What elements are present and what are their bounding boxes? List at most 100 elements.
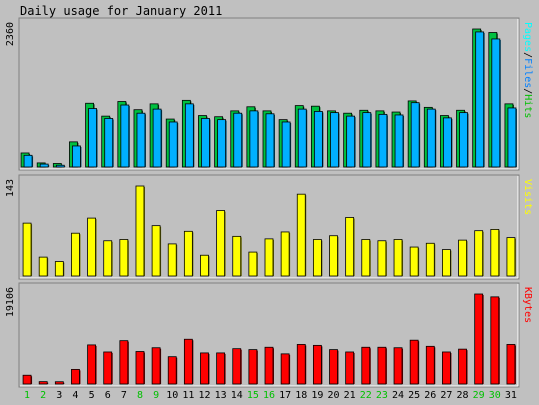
- bar: [409, 246, 419, 277]
- x-tick-label: 29: [473, 390, 485, 401]
- bar: [425, 242, 435, 277]
- bar: [474, 230, 484, 277]
- bar: [103, 240, 113, 277]
- bar: [38, 381, 48, 385]
- hits-files-pages-series-files: [23, 31, 517, 168]
- bar: [72, 145, 81, 168]
- bar: [458, 239, 467, 277]
- bar: [120, 104, 130, 168]
- bar: [55, 164, 65, 168]
- bar: [410, 102, 420, 168]
- bar: [152, 108, 162, 168]
- bar: [248, 251, 258, 277]
- x-tick-label: 13: [215, 390, 227, 401]
- bar: [506, 237, 516, 277]
- x-tick-label: 26: [424, 390, 436, 401]
- bar: [200, 352, 209, 385]
- visits-legend-part: Visits: [522, 179, 533, 215]
- hits-files-pages-legend-part: Pages: [522, 22, 533, 52]
- bar: [296, 344, 306, 385]
- bar: [232, 235, 242, 277]
- bar: [490, 229, 500, 277]
- visits-panel: 143 Visits: [5, 174, 533, 280]
- bar: [167, 356, 177, 385]
- bar: [135, 185, 145, 277]
- bar: [151, 347, 161, 385]
- bar: [88, 108, 97, 168]
- bar: [296, 193, 306, 277]
- bar: [425, 345, 435, 385]
- x-tick-label: 10: [166, 390, 178, 401]
- bar: [378, 113, 388, 168]
- chart-title: Daily usage for January 2011: [20, 4, 222, 18]
- x-tick-label: 16: [263, 390, 275, 401]
- bar: [393, 347, 403, 385]
- bar: [442, 249, 451, 277]
- bar: [168, 121, 178, 168]
- x-tick-label: 2: [40, 390, 46, 401]
- x-tick-label: 12: [198, 390, 210, 401]
- x-tick-label: 20: [327, 390, 339, 401]
- bar: [474, 293, 484, 385]
- bar: [458, 348, 467, 385]
- bar: [216, 352, 226, 385]
- bar: [377, 346, 387, 385]
- hits-files-pages-legend-part: Files: [522, 58, 533, 88]
- x-tick-label: 28: [457, 390, 469, 401]
- x-tick-label: 8: [137, 390, 143, 401]
- bar: [312, 239, 322, 277]
- x-tick-label: 11: [182, 390, 194, 401]
- hits-files-pages-panel: 2360 Pages/Files/Hits: [5, 17, 533, 171]
- bar: [362, 112, 372, 168]
- bar: [119, 340, 129, 385]
- x-tick-label: 9: [153, 390, 159, 401]
- bar: [443, 117, 452, 168]
- bar: [71, 232, 80, 277]
- x-tick-label: 23: [376, 390, 388, 401]
- bar: [216, 210, 226, 277]
- bar: [54, 261, 64, 277]
- kbytes-ymax-label: 19106: [5, 287, 16, 317]
- kbytes-legend: KBytes: [522, 287, 533, 323]
- bar: [87, 217, 96, 277]
- x-tick-label: 7: [121, 390, 127, 401]
- bar: [377, 240, 387, 277]
- x-tick-label: 19: [311, 390, 323, 401]
- bar: [346, 115, 356, 168]
- visits-series-visits: [22, 185, 516, 277]
- bar: [135, 351, 145, 385]
- hits-files-pages-ymax-label: 2360: [5, 22, 16, 46]
- bar: [200, 254, 209, 277]
- bar: [248, 349, 258, 385]
- x-tick-label: 6: [105, 390, 111, 401]
- visits-ymax-label: 143: [5, 179, 16, 197]
- bar: [361, 239, 371, 277]
- bar: [442, 351, 451, 385]
- bar: [330, 112, 339, 168]
- bar: [233, 112, 243, 168]
- bar: [38, 256, 48, 277]
- x-tick-label: 31: [505, 390, 517, 401]
- bar: [183, 230, 193, 277]
- bar: [409, 339, 419, 385]
- bar: [87, 344, 96, 385]
- bar: [281, 121, 291, 168]
- kbytes-legend-part: KBytes: [522, 287, 533, 323]
- x-tick-label: 3: [56, 390, 62, 401]
- bar: [264, 238, 274, 277]
- kbytes-series-kbytes: [22, 293, 516, 385]
- bar: [459, 112, 468, 168]
- bar: [103, 351, 113, 385]
- x-tick-label: 27: [440, 390, 452, 401]
- x-tick-label: 21: [344, 390, 356, 401]
- bar: [393, 239, 403, 277]
- x-tick-label: 18: [295, 390, 307, 401]
- bar: [345, 217, 355, 277]
- hits-files-pages-legend-part: /: [522, 52, 533, 58]
- bar: [151, 225, 161, 277]
- bar: [491, 38, 501, 168]
- bar: [280, 353, 290, 385]
- bar: [475, 31, 485, 168]
- bar: [361, 346, 371, 385]
